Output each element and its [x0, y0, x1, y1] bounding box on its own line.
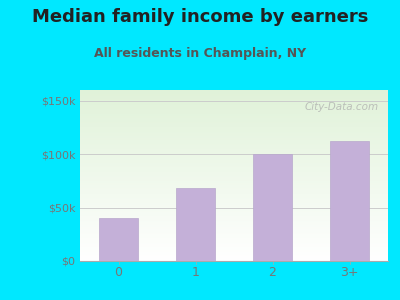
Bar [99, 218, 138, 261]
Text: Median family income by earners: Median family income by earners [32, 8, 368, 26]
Bar [176, 188, 215, 261]
Text: City-Data.com: City-Data.com [305, 102, 379, 112]
Text: All residents in Champlain, NY: All residents in Champlain, NY [94, 46, 306, 59]
Bar [253, 154, 292, 261]
Bar [330, 141, 369, 261]
